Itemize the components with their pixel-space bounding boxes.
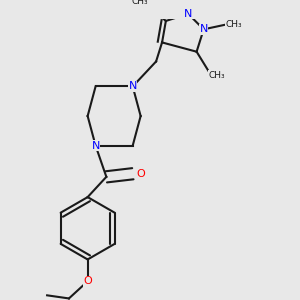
Text: O: O: [83, 276, 92, 286]
Text: CH₃: CH₃: [208, 70, 225, 80]
Text: CH₃: CH₃: [226, 20, 242, 29]
Text: CH₃: CH₃: [132, 0, 148, 6]
Text: N: N: [128, 81, 137, 92]
Text: O: O: [136, 169, 145, 179]
Text: N: N: [200, 24, 208, 34]
Text: N: N: [92, 141, 100, 151]
Text: N: N: [184, 9, 192, 19]
